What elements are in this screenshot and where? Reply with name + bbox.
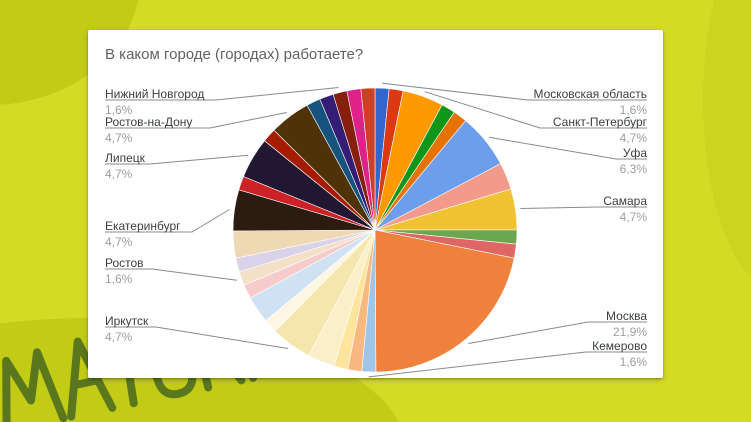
leader-line (520, 206, 647, 209)
leader-line (382, 82, 647, 101)
leader-line (105, 326, 289, 349)
chart-title: В каком городе (городах) работаете? (105, 46, 364, 63)
edge-blob-right (703, 0, 751, 278)
leader-line (105, 154, 249, 165)
pie-slice[interactable] (360, 87, 376, 231)
leader-line (105, 87, 339, 101)
leader-line (105, 112, 287, 129)
leader-line (368, 351, 647, 378)
leader-line (468, 321, 647, 344)
pie-slice[interactable] (374, 229, 515, 373)
pie-chart (105, 82, 647, 378)
leader-line (105, 209, 230, 233)
pie-chart-area: Московская область 1,6% Санкт-Петербург 4,7… (88, 30, 663, 378)
survey-chart-card: В каком городе (городах) работаете? Моск… (88, 30, 663, 378)
leader-line (105, 268, 237, 281)
leader-line (489, 136, 647, 160)
corner-blob-top-left (0, 0, 139, 105)
leader-line (424, 91, 647, 129)
